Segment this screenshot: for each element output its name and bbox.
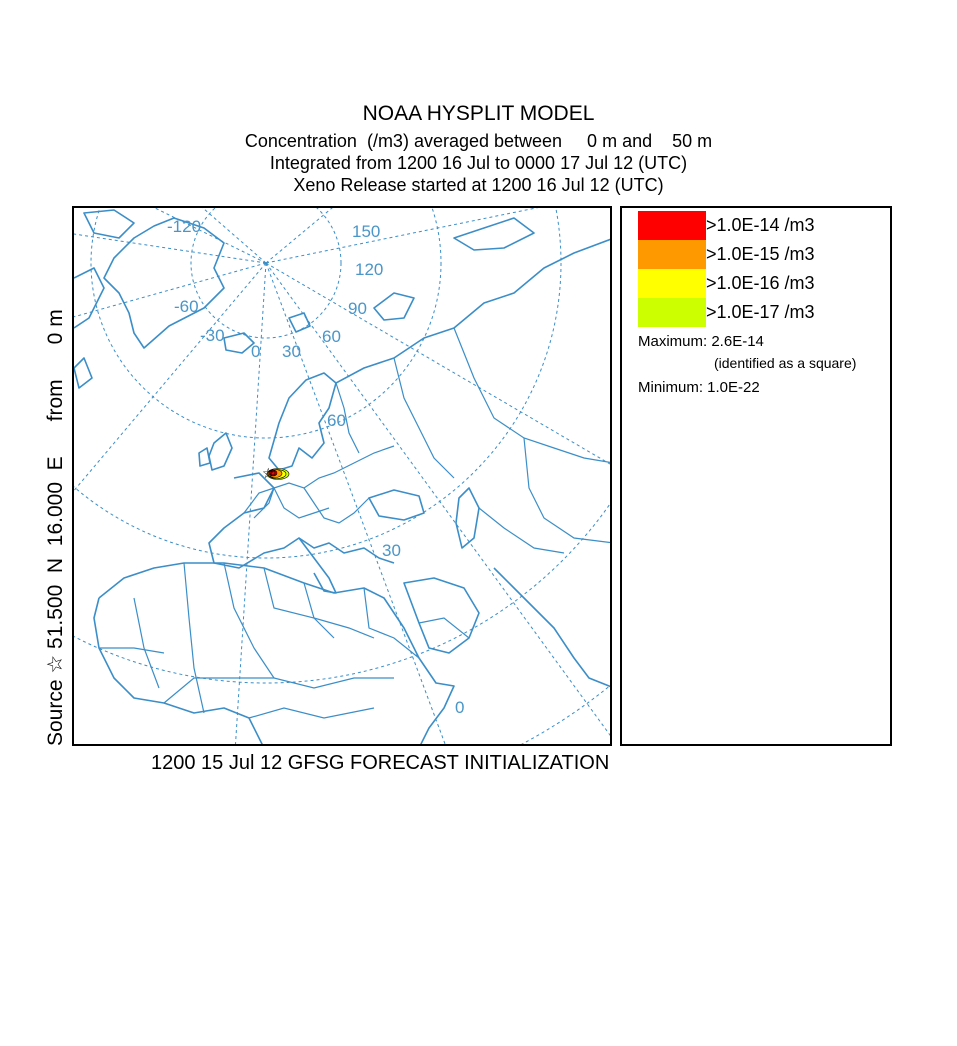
country-borders [99, 327, 610, 719]
forecast-footer: 1200 15 Jul 12 GFSG FORECAST INITIALIZAT… [151, 752, 610, 774]
source-location-label: Source ☆ 51.500 N 16.000 E from 0 m [44, 309, 67, 746]
legend-label: >1.0E-17 /m3 [706, 302, 815, 322]
grid-label: 0 [251, 342, 260, 361]
grid-label: 90 [348, 299, 367, 318]
grid-label: -30 [200, 326, 225, 345]
grid-label: -120 [167, 217, 201, 236]
grid-label: 0 [455, 698, 464, 717]
legend-swatch [638, 240, 706, 269]
legend-swatch [638, 211, 706, 240]
graticule [74, 208, 610, 744]
map-panel[interactable]: -120 150 120 -60 90 -30 60 0 30 60 30 0 … [72, 206, 612, 746]
concentration-plume [266, 468, 290, 480]
model-title: NOAA HYSPLIT MODEL [362, 102, 595, 125]
legend-swatch [638, 269, 706, 298]
legend-label: >1.0E-16 /m3 [706, 273, 815, 293]
coastlines [74, 209, 610, 744]
grid-label: 120 [355, 260, 383, 279]
source-star-icon: ☆ [262, 466, 275, 482]
grid-label: 60 [322, 327, 341, 346]
legend-swatch [638, 298, 706, 327]
grid-label: 30 [282, 342, 301, 361]
legend-item: >1.0E-15 /m3 [638, 240, 888, 269]
legend-item: >1.0E-14 /m3 [638, 211, 888, 240]
map-canvas[interactable]: -120 150 120 -60 90 -30 60 0 30 60 30 0 … [74, 208, 612, 746]
maximum-note: (identified as a square) [714, 355, 857, 371]
minimum-value: Minimum: 1.0E-22 [638, 379, 760, 396]
grid-label: -60 [174, 297, 199, 316]
legend-label: >1.0E-14 /m3 [706, 215, 815, 235]
integration-line: Integrated from 1200 16 Jul to 0000 17 J… [269, 153, 688, 173]
release-line: Xeno Release started at 1200 16 Jul 12 (… [293, 175, 664, 195]
grid-label: 150 [352, 222, 380, 241]
legend-item: >1.0E-16 /m3 [638, 269, 888, 298]
concentration-line: Concentration (/m3) averaged between 0 m… [244, 131, 713, 151]
maximum-value: Maximum: 2.6E-14 [638, 333, 764, 350]
legend-panel: >1.0E-14 /m3 >1.0E-15 /m3 >1.0E-16 /m3 >… [620, 206, 892, 746]
grid-label: 30 [382, 541, 401, 560]
grid-label: 60 [327, 411, 346, 430]
maximum-square-marker [270, 470, 276, 476]
legend-item: >1.0E-17 /m3 [638, 298, 888, 327]
grid-labels: -120 150 120 -60 90 -30 60 0 30 60 30 0 [167, 217, 464, 717]
legend-label: >1.0E-15 /m3 [706, 244, 815, 264]
